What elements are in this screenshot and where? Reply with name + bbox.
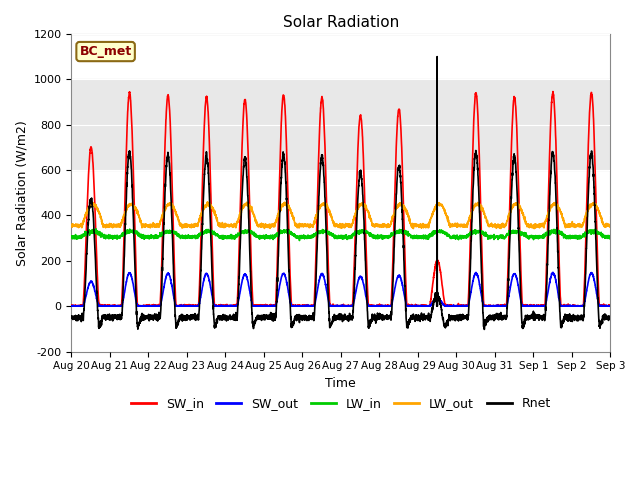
X-axis label: Time: Time — [326, 377, 356, 390]
Title: Solar Radiation: Solar Radiation — [283, 15, 399, 30]
Bar — [72, 79, 611, 170]
Y-axis label: Solar Radiation (W/m2): Solar Radiation (W/m2) — [15, 120, 28, 265]
Text: BC_met: BC_met — [79, 45, 132, 58]
Legend: SW_in, SW_out, LW_in, LW_out, Rnet: SW_in, SW_out, LW_in, LW_out, Rnet — [126, 392, 556, 415]
